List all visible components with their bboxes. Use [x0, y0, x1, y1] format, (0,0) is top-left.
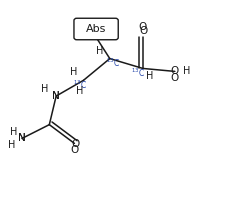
Text: N: N: [18, 133, 26, 143]
Text: O: O: [171, 66, 179, 76]
Text: H: H: [96, 46, 103, 56]
Text: H: H: [8, 140, 15, 150]
Text: $^{13}$C: $^{13}$C: [73, 78, 87, 91]
Text: H: H: [76, 86, 84, 96]
Text: O: O: [70, 145, 79, 155]
Text: H: H: [146, 71, 153, 81]
Text: H: H: [70, 67, 77, 77]
Text: O: O: [171, 73, 179, 83]
Text: N: N: [18, 133, 26, 143]
Text: H: H: [41, 84, 49, 94]
Text: Abs: Abs: [86, 24, 106, 34]
Text: O: O: [139, 26, 147, 36]
Text: O: O: [71, 139, 80, 149]
Text: O: O: [139, 22, 147, 32]
Text: H: H: [182, 66, 190, 76]
Text: $^{13}$C: $^{13}$C: [106, 56, 120, 69]
Text: H: H: [9, 127, 17, 137]
FancyBboxPatch shape: [74, 18, 118, 40]
Text: N: N: [52, 91, 60, 101]
Text: $^{13}$C: $^{13}$C: [131, 67, 145, 79]
Text: N: N: [52, 91, 60, 101]
